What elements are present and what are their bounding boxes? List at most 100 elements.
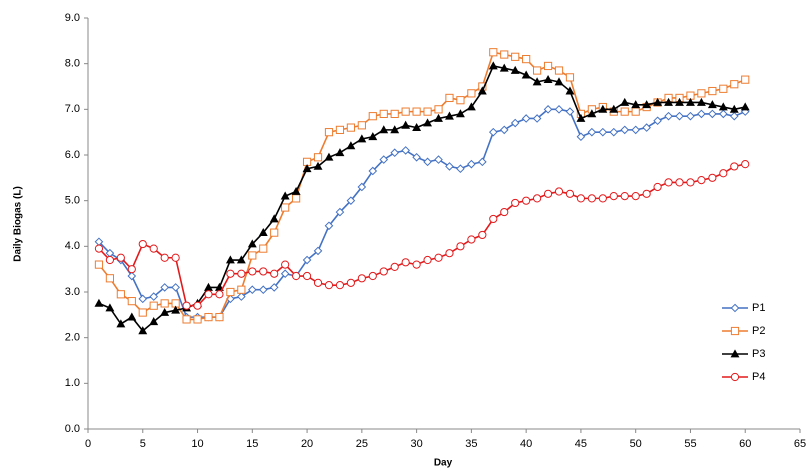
marker	[653, 182, 662, 192]
marker	[258, 285, 268, 295]
marker	[533, 66, 542, 75]
marker	[357, 274, 366, 283]
marker	[226, 287, 235, 297]
x-tick-label: 45	[575, 438, 587, 450]
marker	[346, 278, 355, 287]
marker	[280, 191, 290, 200]
marker	[138, 294, 148, 304]
marker	[664, 178, 673, 187]
marker	[346, 141, 356, 150]
marker	[467, 159, 476, 169]
marker	[368, 271, 377, 281]
marker	[488, 61, 498, 70]
marker	[697, 109, 706, 119]
marker	[620, 107, 629, 116]
marker	[182, 301, 191, 310]
marker	[521, 114, 531, 123]
x-axis-title: Day	[434, 458, 453, 469]
series-line	[98, 163, 746, 307]
marker	[675, 178, 684, 187]
marker	[718, 102, 728, 111]
marker	[434, 105, 443, 114]
marker	[565, 86, 575, 95]
marker	[499, 63, 509, 72]
marker	[543, 75, 553, 84]
marker	[587, 109, 597, 118]
marker	[675, 97, 684, 106]
y-tick-label: 0.0	[65, 423, 80, 435]
x-tick-label: 35	[465, 438, 477, 450]
marker	[576, 194, 586, 203]
marker	[368, 166, 378, 176]
marker	[543, 189, 553, 198]
marker	[719, 169, 728, 178]
marker	[653, 116, 662, 126]
marker	[554, 105, 564, 114]
marker	[335, 207, 345, 217]
y-tick-label: 6.0	[65, 149, 80, 161]
marker	[532, 77, 542, 86]
marker	[533, 194, 542, 203]
marker	[171, 305, 181, 314]
marker	[236, 255, 246, 264]
marker	[456, 242, 465, 251]
marker	[609, 127, 619, 137]
x-tick-label: 25	[356, 438, 368, 450]
marker	[127, 265, 136, 274]
marker	[324, 152, 334, 161]
marker	[292, 271, 301, 281]
marker	[259, 267, 268, 276]
legend-label: P1	[752, 302, 765, 314]
marker	[335, 148, 345, 157]
marker	[379, 267, 388, 276]
marker	[324, 221, 334, 231]
marker	[258, 228, 268, 237]
x-tick-label: 60	[739, 438, 751, 450]
marker	[138, 308, 147, 317]
marker	[664, 111, 673, 121]
y-axis-title: Daily Biogas (L)	[13, 186, 24, 262]
marker	[215, 313, 224, 322]
marker	[423, 118, 433, 127]
marker	[280, 269, 290, 279]
marker	[587, 194, 596, 203]
marker	[730, 303, 740, 313]
marker	[379, 155, 389, 164]
x-tick-label: 55	[684, 438, 696, 450]
marker	[193, 315, 202, 324]
marker	[565, 189, 575, 198]
marker	[434, 113, 443, 122]
marker	[127, 297, 136, 306]
marker	[653, 97, 663, 106]
marker	[160, 307, 170, 316]
marker	[675, 111, 684, 121]
marker	[620, 192, 629, 201]
marker	[609, 104, 619, 113]
marker	[477, 86, 487, 95]
marker	[335, 125, 345, 134]
marker	[204, 313, 213, 322]
marker	[434, 253, 443, 262]
marker	[291, 186, 301, 195]
marker	[467, 89, 476, 98]
marker	[730, 162, 739, 171]
marker	[357, 121, 366, 130]
marker	[423, 157, 432, 167]
marker	[708, 173, 717, 182]
marker	[664, 97, 674, 106]
marker	[390, 148, 400, 158]
marker	[445, 162, 454, 171]
marker	[696, 97, 706, 106]
marker	[554, 187, 564, 196]
marker	[281, 203, 290, 212]
marker	[456, 96, 465, 105]
marker	[357, 182, 367, 192]
marker	[741, 160, 750, 169]
marker	[324, 281, 334, 290]
marker	[740, 102, 750, 111]
marker	[598, 127, 608, 137]
marker	[466, 102, 476, 111]
marker	[631, 107, 640, 116]
marker	[707, 100, 717, 109]
